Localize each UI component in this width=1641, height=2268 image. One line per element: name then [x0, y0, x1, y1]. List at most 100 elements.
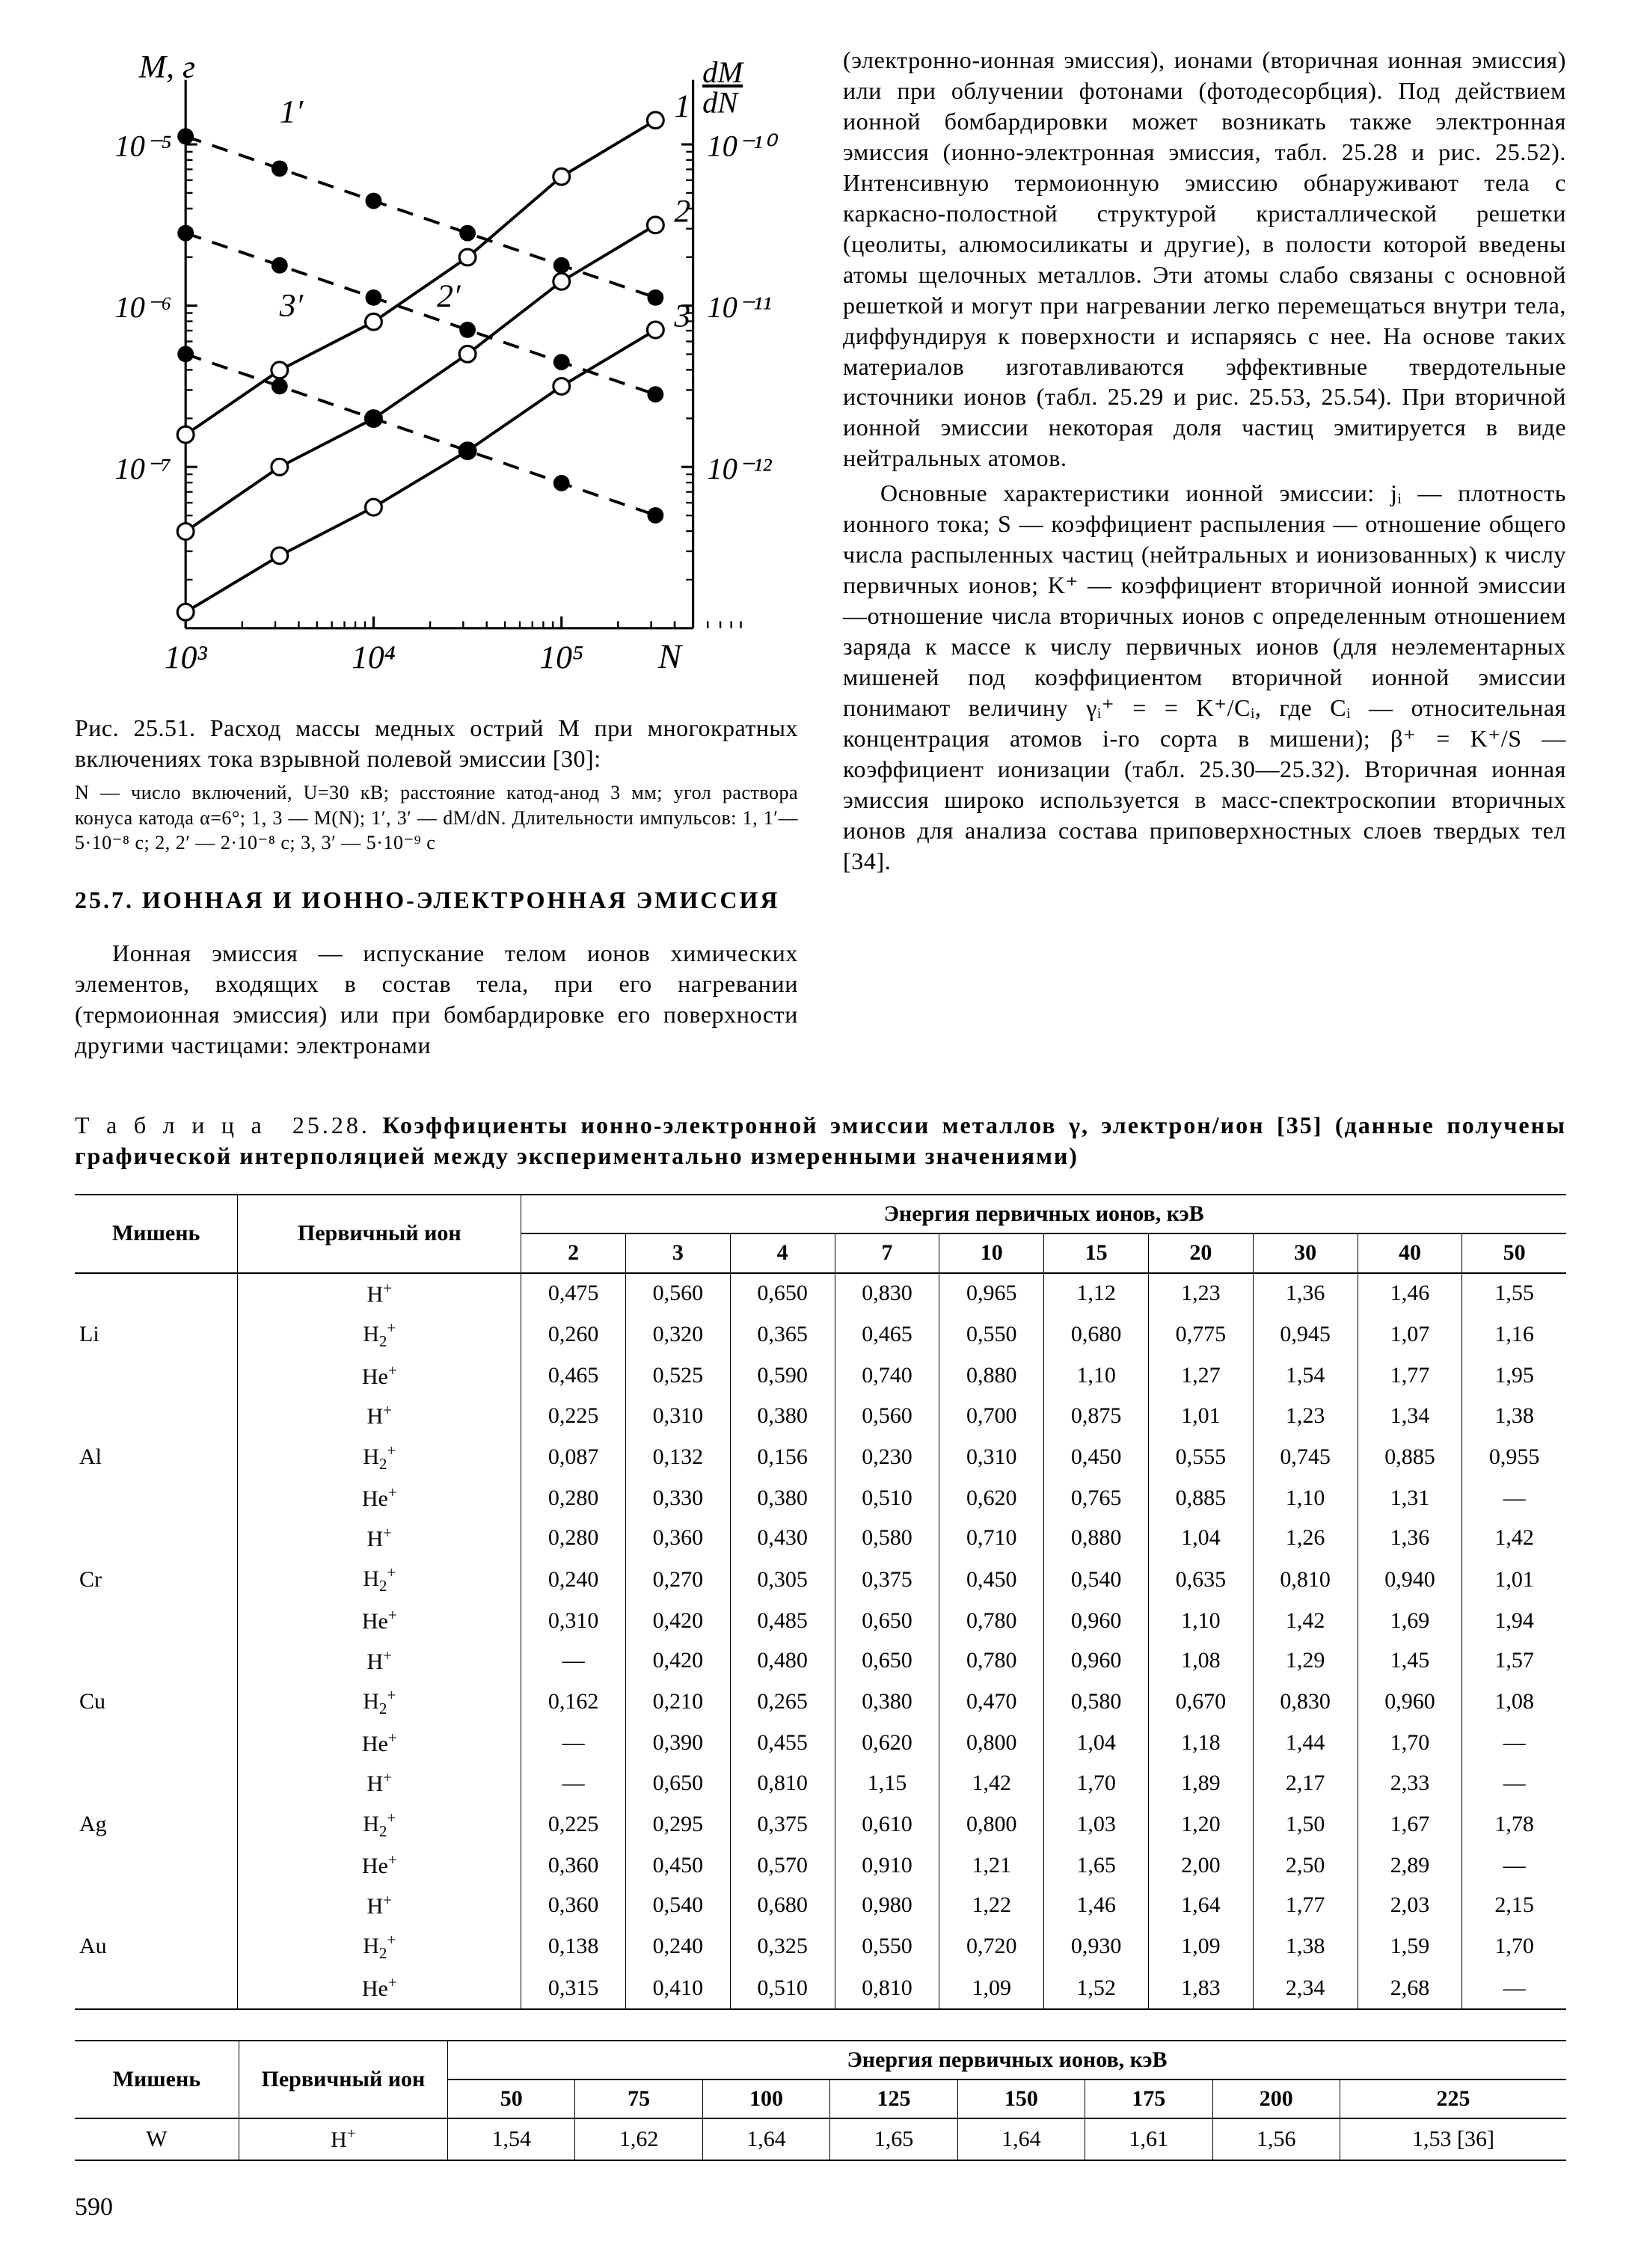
td-ion: H2+ — [238, 1681, 521, 1723]
td-value: 0,225 — [521, 1803, 626, 1846]
two-column-layout: 10³10⁴10⁵N10⁻⁵10⁻⁶10⁻⁷M, г10⁻¹⁰10⁻¹¹10⁻¹… — [75, 45, 1566, 1065]
td-value: 0,980 — [835, 1886, 939, 1925]
th-energy-val: 2 — [521, 1233, 626, 1272]
td-value: 2,15 — [1462, 1886, 1566, 1925]
td-ion: He+ — [238, 1968, 521, 2008]
td-value: 2,17 — [1253, 1763, 1358, 1803]
th-energy-val: 40 — [1358, 1233, 1462, 1272]
th-ion: Первичный ион — [238, 1195, 521, 1273]
td-value: 2,34 — [1253, 1968, 1358, 2008]
body-paragraph-1: Ионная эмиссия — испускание телом ионов … — [75, 938, 798, 1061]
td-value: 1,36 — [1358, 1518, 1462, 1558]
td-value: 0,430 — [730, 1518, 835, 1558]
td-value: 0,410 — [625, 1968, 730, 2008]
td-value: — — [1462, 1968, 1566, 2008]
td-value: 0,510 — [835, 1478, 939, 1518]
td-value: 1,46 — [1044, 1886, 1149, 1925]
td-value: 1,54 — [1253, 1356, 1358, 1396]
td-value: 0,365 — [730, 1314, 835, 1356]
td-value: 1,08 — [1148, 1641, 1253, 1681]
td-value: 1,78 — [1462, 1803, 1566, 1846]
td-value: 0,880 — [1044, 1518, 1149, 1558]
td-value: 0,945 — [1253, 1314, 1358, 1356]
svg-text:dM: dM — [702, 55, 744, 89]
td-value: 0,780 — [939, 1641, 1044, 1681]
td-value: 1,01 — [1462, 1558, 1566, 1601]
td-value: 0,375 — [730, 1803, 835, 1846]
td-value: 0,465 — [835, 1314, 939, 1356]
td-value: 0,240 — [625, 1925, 730, 1968]
table-25-28-title: Т а б л и ц а 25.28. Коэффициенты ионно-… — [75, 1110, 1566, 1171]
td-value: 0,280 — [521, 1518, 626, 1558]
th-energy-val: 20 — [1148, 1233, 1253, 1272]
td-value: 0,670 — [1148, 1681, 1253, 1723]
svg-text:1: 1 — [674, 88, 690, 124]
td-value: — — [1462, 1845, 1566, 1885]
td-value: 2,89 — [1358, 1845, 1462, 1885]
td-value: 0,320 — [625, 1314, 730, 1356]
td-value: 0,875 — [1044, 1396, 1149, 1435]
td-ion: He+ — [238, 1356, 521, 1396]
td-ion: H2+ — [238, 1314, 521, 1356]
td-value: 1,21 — [939, 1845, 1044, 1885]
td-value: 0,550 — [939, 1314, 1044, 1356]
td-value: 0,745 — [1253, 1436, 1358, 1479]
td-value: 0,965 — [939, 1273, 1044, 1314]
td-value: 1,10 — [1253, 1478, 1358, 1518]
td-value: 1,03 — [1044, 1803, 1149, 1846]
td-value: 0,480 — [730, 1641, 835, 1681]
td-value: 1,38 — [1462, 1396, 1566, 1435]
td-value: 1,01 — [1148, 1396, 1253, 1435]
td-target: Cu — [75, 1641, 238, 1764]
td-value: 1,10 — [1148, 1601, 1253, 1640]
td-value: 0,390 — [625, 1723, 730, 1763]
td-value: 0,138 — [521, 1925, 626, 1968]
svg-text:dN: dN — [702, 85, 739, 119]
td-value: 1,65 — [1044, 1845, 1149, 1885]
td-value: 1,53 [36] — [1340, 2118, 1566, 2160]
td-value: 0,810 — [835, 1968, 939, 2008]
td-value: 0,270 — [625, 1558, 730, 1601]
svg-text:1′: 1′ — [280, 94, 304, 130]
td-value: 1,15 — [835, 1763, 939, 1803]
th-energy-val: 10 — [939, 1233, 1044, 1272]
td-value: 0,620 — [939, 1478, 1044, 1518]
td-value: 2,33 — [1358, 1763, 1462, 1803]
td-ion: H+ — [238, 1396, 521, 1435]
td-value: 0,930 — [1044, 1925, 1149, 1968]
td-value: 0,775 — [1148, 1314, 1253, 1356]
td-value: 1,54 — [447, 2118, 574, 2160]
td-value: 2,03 — [1358, 1886, 1462, 1925]
td-value: 1,42 — [1462, 1518, 1566, 1558]
td-value: 1,36 — [1253, 1273, 1358, 1314]
td-value: 0,325 — [730, 1925, 835, 1968]
td-value: 0,830 — [1253, 1681, 1358, 1723]
th-energy-val: 50 — [1462, 1233, 1566, 1272]
td-value: 1,12 — [1044, 1273, 1149, 1314]
td-value: 0,590 — [730, 1356, 835, 1396]
th-energy-val: 15 — [1044, 1233, 1149, 1272]
td-value: 0,650 — [835, 1641, 939, 1681]
td-value: 0,580 — [1044, 1681, 1149, 1723]
td-value: 0,380 — [730, 1396, 835, 1435]
td-value: 0,610 — [835, 1803, 939, 1846]
td-value: 0,470 — [939, 1681, 1044, 1723]
td-value: 1,89 — [1148, 1763, 1253, 1803]
td-value: 0,225 — [521, 1396, 626, 1435]
td-value: — — [521, 1763, 626, 1803]
td-value: 0,485 — [730, 1601, 835, 1640]
td-value: 0,550 — [835, 1925, 939, 1968]
svg-text:3′: 3′ — [279, 287, 304, 323]
td-ion: H2+ — [238, 1436, 521, 1479]
td-value: 1,16 — [1462, 1314, 1566, 1356]
th-energy-val: 150 — [957, 2079, 1085, 2118]
td-value: 0,156 — [730, 1436, 835, 1479]
td-value: 1,09 — [939, 1968, 1044, 2008]
td-value: 0,570 — [730, 1845, 835, 1885]
td-value: 1,69 — [1358, 1601, 1462, 1640]
td-value: 0,450 — [1044, 1436, 1149, 1479]
td-ion: He+ — [238, 1601, 521, 1640]
td-value: 0,960 — [1044, 1601, 1149, 1640]
td-value: 1,94 — [1462, 1601, 1566, 1640]
td-value: 0,310 — [939, 1436, 1044, 1479]
